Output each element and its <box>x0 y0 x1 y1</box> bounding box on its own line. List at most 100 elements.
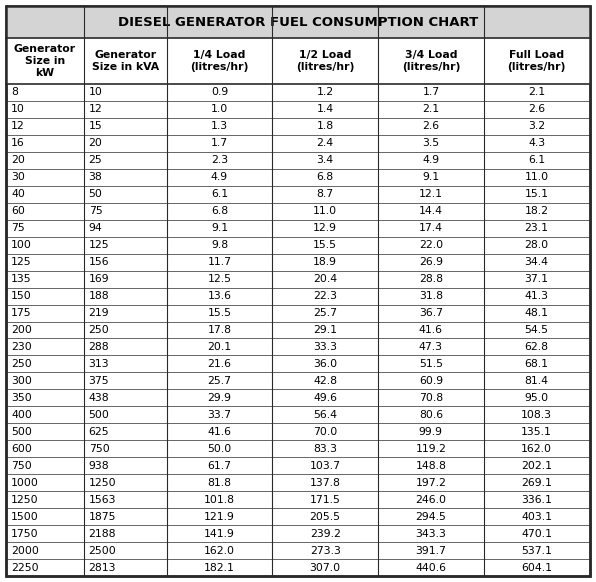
Text: 288: 288 <box>89 342 109 352</box>
Text: 2813: 2813 <box>89 563 116 573</box>
Text: 12.9: 12.9 <box>313 223 337 233</box>
Text: 11.7: 11.7 <box>207 257 231 267</box>
Text: 12: 12 <box>89 104 103 115</box>
Text: 60.9: 60.9 <box>419 376 443 386</box>
Text: 33.3: 33.3 <box>313 342 337 352</box>
Text: 2500: 2500 <box>89 545 116 556</box>
Text: 375: 375 <box>89 376 109 386</box>
Text: 150: 150 <box>11 291 32 301</box>
Text: 37.1: 37.1 <box>524 274 548 284</box>
Text: 1.4: 1.4 <box>316 104 334 115</box>
Text: 23.1: 23.1 <box>524 223 548 233</box>
Text: 20: 20 <box>89 139 103 148</box>
Text: 12: 12 <box>11 122 25 132</box>
Text: 156: 156 <box>89 257 109 267</box>
Text: 1.8: 1.8 <box>316 122 334 132</box>
Text: 182.1: 182.1 <box>204 563 235 573</box>
Text: 239.2: 239.2 <box>310 528 340 538</box>
Text: 938: 938 <box>89 461 109 471</box>
Text: 29.1: 29.1 <box>313 325 337 335</box>
Text: 125: 125 <box>89 240 109 250</box>
Text: 4.9: 4.9 <box>211 172 228 182</box>
Text: 28.0: 28.0 <box>524 240 549 250</box>
Text: 18.2: 18.2 <box>524 206 548 217</box>
Text: 294.5: 294.5 <box>415 512 446 521</box>
Text: 148.8: 148.8 <box>415 461 446 471</box>
Text: 99.9: 99.9 <box>419 427 443 437</box>
Text: 40: 40 <box>11 189 25 199</box>
Text: 1.0: 1.0 <box>211 104 228 115</box>
Text: 169: 169 <box>89 274 109 284</box>
Text: 50.0: 50.0 <box>207 443 232 454</box>
Text: 604.1: 604.1 <box>521 563 552 573</box>
Text: 28.8: 28.8 <box>419 274 443 284</box>
Text: 49.6: 49.6 <box>313 393 337 403</box>
Text: Generator
Size in kVA: Generator Size in kVA <box>92 50 159 72</box>
Bar <box>6 6 590 38</box>
Text: 18.9: 18.9 <box>313 257 337 267</box>
Text: 219: 219 <box>89 308 109 318</box>
Text: 1.3: 1.3 <box>211 122 228 132</box>
Text: 750: 750 <box>89 443 110 454</box>
Text: 60: 60 <box>11 206 25 217</box>
Text: 2.6: 2.6 <box>528 104 545 115</box>
Text: 41.6: 41.6 <box>207 427 231 437</box>
Text: 103.7: 103.7 <box>310 461 341 471</box>
Text: 1500: 1500 <box>11 512 39 521</box>
Text: 50: 50 <box>89 189 103 199</box>
Text: 25.7: 25.7 <box>207 376 231 386</box>
Text: 80.6: 80.6 <box>419 410 443 420</box>
Text: 15.1: 15.1 <box>524 189 548 199</box>
Text: 11.0: 11.0 <box>524 172 549 182</box>
Text: 250: 250 <box>89 325 110 335</box>
Text: 3.5: 3.5 <box>423 139 439 148</box>
Text: 273.3: 273.3 <box>310 545 340 556</box>
Text: 47.3: 47.3 <box>419 342 443 352</box>
Text: 1.7: 1.7 <box>211 139 228 148</box>
Text: 95.0: 95.0 <box>524 393 549 403</box>
Text: 13.6: 13.6 <box>207 291 231 301</box>
Text: 1000: 1000 <box>11 478 39 488</box>
Text: 2.3: 2.3 <box>211 155 228 165</box>
Text: 16: 16 <box>11 139 25 148</box>
Text: 0.9: 0.9 <box>211 87 228 97</box>
Text: 9.1: 9.1 <box>423 172 439 182</box>
Text: 15.5: 15.5 <box>207 308 231 318</box>
Text: DIESEL GENERATOR FUEL CONSUMPTION CHART: DIESEL GENERATOR FUEL CONSUMPTION CHART <box>118 16 478 29</box>
Text: 313: 313 <box>89 359 109 369</box>
Text: 21.6: 21.6 <box>207 359 231 369</box>
Text: 83.3: 83.3 <box>313 443 337 454</box>
Text: 6.1: 6.1 <box>211 189 228 199</box>
Text: 391.7: 391.7 <box>415 545 446 556</box>
Text: 25.7: 25.7 <box>313 308 337 318</box>
Text: 246.0: 246.0 <box>415 495 446 505</box>
Text: Generator
Size in
kW: Generator Size in kW <box>14 44 76 79</box>
Text: 197.2: 197.2 <box>415 478 446 488</box>
Text: 9.1: 9.1 <box>211 223 228 233</box>
Text: 1563: 1563 <box>89 495 116 505</box>
Text: 171.5: 171.5 <box>310 495 340 505</box>
Text: 34.4: 34.4 <box>524 257 548 267</box>
Text: 48.1: 48.1 <box>524 308 548 318</box>
Text: 8: 8 <box>11 87 18 97</box>
Text: 29.9: 29.9 <box>207 393 231 403</box>
Text: Full Load
(litres/hr): Full Load (litres/hr) <box>507 50 566 72</box>
Text: 1/4 Load
(litres/hr): 1/4 Load (litres/hr) <box>190 50 249 72</box>
Text: 25: 25 <box>89 155 103 165</box>
Text: 2188: 2188 <box>89 528 116 538</box>
Text: 15.5: 15.5 <box>313 240 337 250</box>
Text: 36.7: 36.7 <box>419 308 443 318</box>
Text: 202.1: 202.1 <box>521 461 552 471</box>
Text: 1/2 Load
(litres/hr): 1/2 Load (litres/hr) <box>296 50 355 72</box>
Text: 108.3: 108.3 <box>521 410 552 420</box>
Text: 41.6: 41.6 <box>419 325 443 335</box>
Text: 36.0: 36.0 <box>313 359 337 369</box>
Text: 6.8: 6.8 <box>316 172 334 182</box>
Text: 135: 135 <box>11 274 32 284</box>
Text: 4.9: 4.9 <box>423 155 439 165</box>
Text: 200: 200 <box>11 325 32 335</box>
Text: 9.8: 9.8 <box>211 240 228 250</box>
Text: 175: 175 <box>11 308 32 318</box>
Bar <box>6 38 590 84</box>
Text: 20.1: 20.1 <box>207 342 231 352</box>
